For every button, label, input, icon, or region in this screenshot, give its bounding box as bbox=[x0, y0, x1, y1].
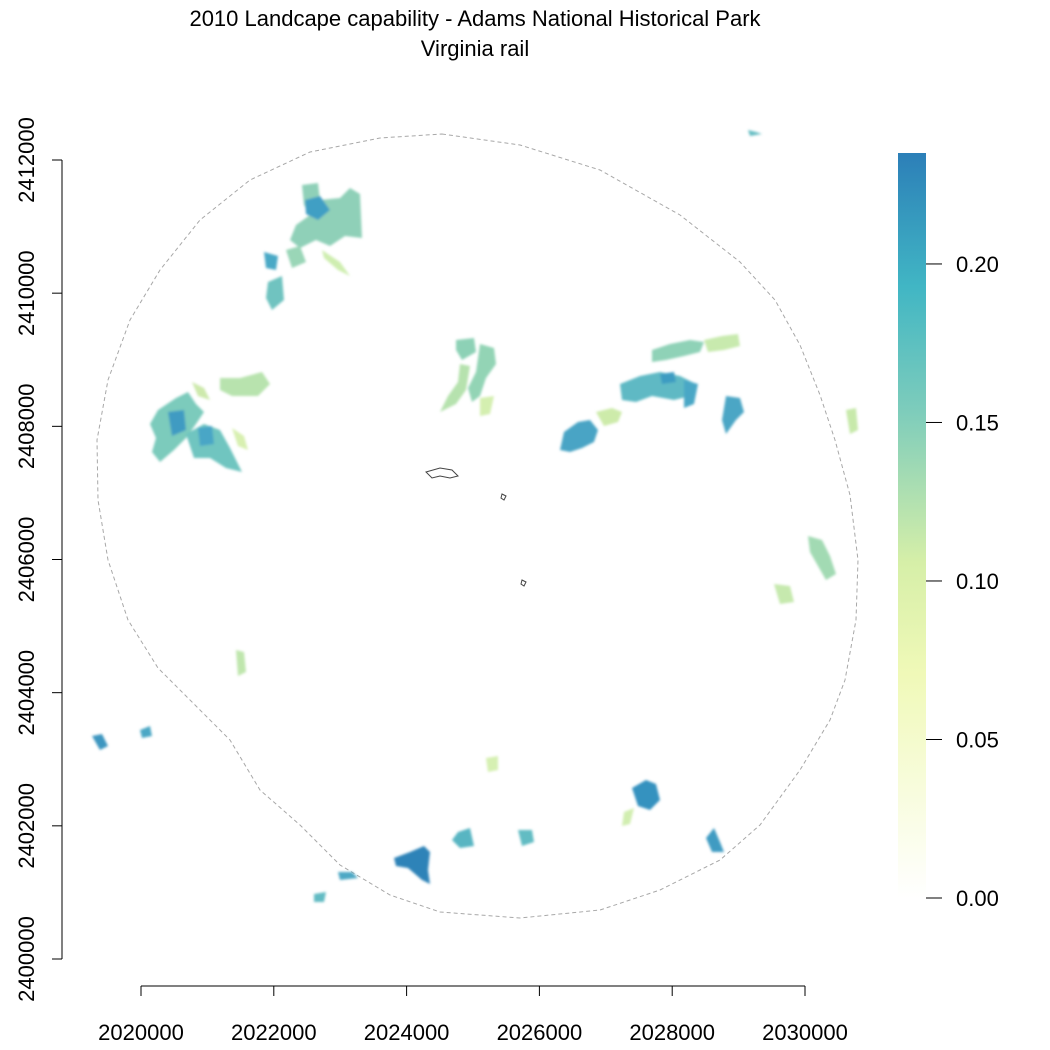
habitat-patch bbox=[480, 396, 494, 416]
habitat-patch bbox=[305, 196, 330, 220]
habitat-patch bbox=[314, 892, 326, 902]
legend-tick-label: 0.05 bbox=[956, 727, 999, 752]
park-boundary bbox=[520, 579, 527, 587]
x-tick-label: 2022000 bbox=[231, 1020, 317, 1045]
habitat-patch bbox=[808, 536, 836, 580]
habitat-patch bbox=[486, 756, 498, 772]
habitat-patch bbox=[286, 246, 306, 268]
legend-tick-label: 0.10 bbox=[956, 569, 999, 594]
habitat-patch bbox=[290, 183, 362, 248]
habitat-patch bbox=[518, 830, 534, 846]
y-tick-label: 2400000 bbox=[14, 916, 39, 1002]
x-tick-label: 2030000 bbox=[762, 1020, 848, 1045]
legend-tick-label: 0.00 bbox=[956, 886, 999, 911]
x-tick-label: 2024000 bbox=[364, 1020, 450, 1045]
habitat-patch bbox=[92, 734, 108, 750]
habitat-patch bbox=[264, 252, 278, 270]
x-axis: 2020000 2022000 2024000 2026000 2028000 20300… bbox=[98, 985, 848, 1045]
y-tick-label: 2402000 bbox=[14, 783, 39, 869]
habitat-patch bbox=[560, 420, 598, 452]
habitat-patch bbox=[774, 584, 794, 604]
x-tick-label: 2026000 bbox=[497, 1020, 583, 1045]
y-tick-label: 2404000 bbox=[14, 650, 39, 736]
habitat-patch bbox=[622, 808, 634, 826]
park-boundary bbox=[425, 467, 459, 479]
study-area-boundary bbox=[96, 133, 859, 919]
habitat-patch bbox=[266, 276, 284, 310]
park-boundary bbox=[500, 493, 507, 501]
y-tick-label: 2408000 bbox=[14, 384, 39, 470]
habitat-patch bbox=[140, 726, 152, 738]
habitat-patch bbox=[440, 364, 470, 412]
legend-tick-label: 0.15 bbox=[956, 410, 999, 435]
x-tick-label: 2020000 bbox=[98, 1020, 184, 1045]
habitat-patch bbox=[846, 408, 858, 434]
legend: 0.00 0.05 0.10 0.15 0.20 bbox=[898, 153, 999, 911]
habitat-patch bbox=[632, 780, 660, 810]
habitat-patch bbox=[192, 382, 210, 400]
habitat-patch bbox=[704, 334, 740, 352]
habitat-patch bbox=[198, 426, 214, 446]
habitat-patch bbox=[456, 338, 476, 360]
legend-tick-label: 0.20 bbox=[956, 252, 999, 277]
habitat-patch bbox=[620, 372, 696, 402]
habitat-patch bbox=[452, 828, 474, 848]
habitat-patch bbox=[468, 344, 496, 402]
legend-colorbar bbox=[898, 153, 926, 898]
habitat-patch bbox=[220, 372, 270, 396]
habitat-patch bbox=[748, 130, 762, 136]
y-tick-label: 2412000 bbox=[14, 117, 39, 203]
habitat-patch bbox=[394, 846, 430, 884]
habitat-patch bbox=[168, 410, 186, 436]
capability-raster bbox=[92, 130, 858, 902]
x-tick-label: 2028000 bbox=[629, 1020, 715, 1045]
habitat-patch bbox=[338, 872, 358, 880]
y-tick-label: 2406000 bbox=[14, 517, 39, 603]
y-axis: 2400000 2402000 2404000 2406000 2408000 24100… bbox=[14, 117, 63, 1002]
y-tick-label: 2410000 bbox=[14, 250, 39, 336]
map-title: 2010 Landcape capability - Adams Nationa… bbox=[189, 6, 761, 31]
habitat-patch bbox=[232, 428, 248, 450]
habitat-patch bbox=[322, 250, 350, 276]
map-subtitle: Virginia rail bbox=[420, 36, 530, 61]
habitat-patch bbox=[596, 408, 622, 426]
habitat-patch bbox=[660, 372, 676, 384]
habitat-patch bbox=[722, 396, 744, 434]
habitat-patch bbox=[652, 340, 704, 362]
habitat-patch bbox=[236, 650, 246, 676]
habitat-patch bbox=[684, 380, 698, 408]
habitat-patch bbox=[706, 828, 724, 852]
